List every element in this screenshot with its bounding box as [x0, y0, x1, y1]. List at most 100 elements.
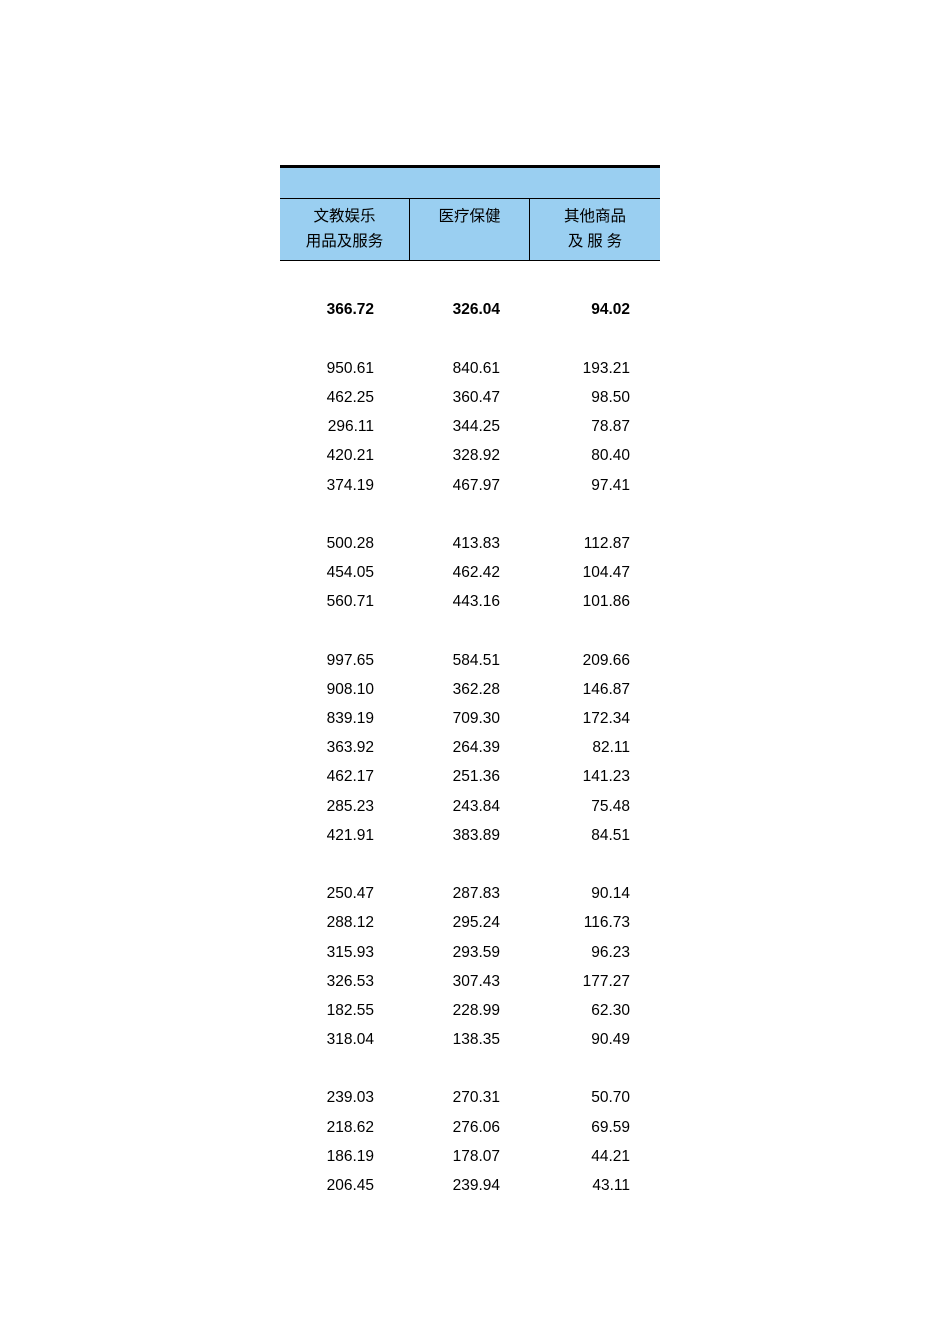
table-row: 420.21328.9280.40: [280, 442, 660, 471]
table-cell: 560.71: [280, 593, 410, 611]
table-cell: 584.51: [410, 652, 530, 670]
table-row: 186.19178.0744.21: [280, 1142, 660, 1171]
table-cell: 251.36: [410, 768, 530, 786]
table-row: 296.11344.2578.87: [280, 413, 660, 442]
table-cell: 840.61: [410, 360, 530, 378]
table-cell: 218.62: [280, 1119, 410, 1137]
table-row-gap: [280, 325, 660, 354]
table-row: 285.23243.8475.48: [280, 792, 660, 821]
table-row: 182.55228.9962.30: [280, 996, 660, 1025]
table-cell: 90.49: [530, 1031, 660, 1049]
table-row: 250.47287.8390.14: [280, 880, 660, 909]
table-row: 462.17251.36141.23: [280, 763, 660, 792]
column-header-line1: 其他商品: [534, 205, 656, 230]
data-table: 文教娱乐 用品及服务 医疗保健 其他商品 及 服 务 366.72326.049…: [280, 165, 660, 1201]
table-cell: 326.04: [410, 301, 530, 319]
table-cell: 296.11: [280, 418, 410, 436]
table-cell: 146.87: [530, 681, 660, 699]
table-cell: 421.91: [280, 827, 410, 845]
table-cell: 328.92: [410, 447, 530, 465]
table-cell: 344.25: [410, 418, 530, 436]
table-cell: 69.59: [530, 1119, 660, 1137]
table-cell: 413.83: [410, 535, 530, 553]
table-cell: 950.61: [280, 360, 410, 378]
table-cell: 138.35: [410, 1031, 530, 1049]
table-row: 421.91383.8984.51: [280, 821, 660, 850]
table-cell: 264.39: [410, 739, 530, 757]
table-row: 206.45239.9443.11: [280, 1171, 660, 1200]
table-cell: 307.43: [410, 973, 530, 991]
table-cell: 97.41: [530, 477, 660, 495]
table-cell: 454.05: [280, 564, 410, 582]
table-cell: 75.48: [530, 798, 660, 816]
table-cell: 116.73: [530, 914, 660, 932]
table-cell: 243.84: [410, 798, 530, 816]
table-cell: 239.94: [410, 1177, 530, 1195]
table-cell: 209.66: [530, 652, 660, 670]
column-header: 其他商品 及 服 务: [530, 199, 660, 260]
table-cell: 94.02: [530, 301, 660, 319]
column-header: 医疗保健: [410, 199, 530, 260]
table-cell: 420.21: [280, 447, 410, 465]
table-cell: 193.21: [530, 360, 660, 378]
table-cell: 326.53: [280, 973, 410, 991]
table-cell: 318.04: [280, 1031, 410, 1049]
table-cell: 500.28: [280, 535, 410, 553]
table-cell: 293.59: [410, 944, 530, 962]
table-cell: 44.21: [530, 1148, 660, 1166]
table-cell: 78.87: [530, 418, 660, 436]
table-cell: 101.86: [530, 593, 660, 611]
table-row-gap: [280, 267, 660, 296]
table-row: 839.19709.30172.34: [280, 704, 660, 733]
table-cell: 287.83: [410, 885, 530, 903]
table-row: 315.93293.5996.23: [280, 938, 660, 967]
table-row-gap: [280, 617, 660, 646]
column-header-line1: 文教娱乐: [284, 205, 405, 230]
table-cell: 186.19: [280, 1148, 410, 1166]
page: 文教娱乐 用品及服务 医疗保健 其他商品 及 服 务 366.72326.049…: [0, 0, 945, 1201]
table-row: 454.05462.42104.47: [280, 558, 660, 587]
table-cell: 250.47: [280, 885, 410, 903]
table-row: 500.28413.83112.87: [280, 529, 660, 558]
table-row: 239.03270.3150.70: [280, 1084, 660, 1113]
table-cell: 43.11: [530, 1177, 660, 1195]
table-cell: 908.10: [280, 681, 410, 699]
table-cell: 462.42: [410, 564, 530, 582]
table-cell: 62.30: [530, 1002, 660, 1020]
table-row-gap: [280, 500, 660, 529]
table-row-gap: [280, 1055, 660, 1084]
table-cell: 82.11: [530, 739, 660, 757]
table-row: 318.04138.3590.49: [280, 1025, 660, 1054]
table-cell: 462.25: [280, 389, 410, 407]
table-cell: 288.12: [280, 914, 410, 932]
table-cell: 285.23: [280, 798, 410, 816]
table-cell: 141.23: [530, 768, 660, 786]
table-cell: 96.23: [530, 944, 660, 962]
table-cell: 90.14: [530, 885, 660, 903]
table-row: 366.72326.0494.02: [280, 296, 660, 325]
table-row: 288.12295.24116.73: [280, 909, 660, 938]
table-cell: 270.31: [410, 1089, 530, 1107]
table-cell: 182.55: [280, 1002, 410, 1020]
table-cell: 374.19: [280, 477, 410, 495]
table-row: 950.61840.61193.21: [280, 354, 660, 383]
table-cell: 360.47: [410, 389, 530, 407]
table-cell: 239.03: [280, 1089, 410, 1107]
column-header-line2: 用品及服务: [284, 230, 405, 255]
column-header: 文教娱乐 用品及服务: [280, 199, 410, 260]
table-cell: 98.50: [530, 389, 660, 407]
column-header-line2: 及 服 务: [534, 230, 656, 255]
table-row: 363.92264.3982.11: [280, 734, 660, 763]
table-cell: 228.99: [410, 1002, 530, 1020]
table-row: 326.53307.43177.27: [280, 967, 660, 996]
table-cell: 997.65: [280, 652, 410, 670]
table-cell: 839.19: [280, 710, 410, 728]
table-cell: 363.92: [280, 739, 410, 757]
table-cell: 467.97: [410, 477, 530, 495]
table-cell: 276.06: [410, 1119, 530, 1137]
table-header-row: 文教娱乐 用品及服务 医疗保健 其他商品 及 服 务: [280, 199, 660, 261]
table-cell: 112.87: [530, 535, 660, 553]
table-cell: 84.51: [530, 827, 660, 845]
table-row: 908.10362.28146.87: [280, 675, 660, 704]
table-row-gap: [280, 850, 660, 879]
